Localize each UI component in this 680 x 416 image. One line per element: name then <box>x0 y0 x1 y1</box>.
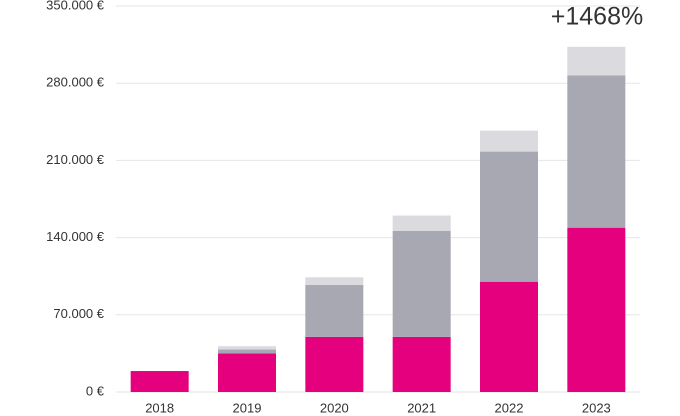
bar-segment <box>567 227 626 392</box>
x-tick-label: 2020 <box>320 400 349 415</box>
y-tick-label: 70.000 € <box>53 306 104 321</box>
bar-segment <box>392 336 451 392</box>
x-tick-label: 2019 <box>233 400 262 415</box>
bar-segment <box>218 346 276 350</box>
x-tick-label: 2018 <box>145 400 174 415</box>
x-tick-label: 2021 <box>407 400 436 415</box>
bar-segment <box>305 277 364 286</box>
bar-segment <box>392 215 451 231</box>
bar-segment <box>218 353 276 392</box>
bar-segment <box>567 75 626 228</box>
y-tick-label: 210.000 € <box>46 152 105 167</box>
bar-segment <box>480 151 538 282</box>
bar-segment <box>480 130 538 152</box>
bar-segment <box>305 336 364 392</box>
growth-annotation: +1468% <box>551 3 643 31</box>
x-tick-label: 2023 <box>582 400 611 415</box>
bar-segment <box>567 46 626 76</box>
bar-segment <box>305 285 364 337</box>
y-tick-label: 0 € <box>86 383 105 398</box>
bar-segment <box>480 281 538 392</box>
y-tick-label: 280.000 € <box>46 75 105 90</box>
bar-segment <box>392 230 451 337</box>
y-tick-label: 350.000 € <box>46 0 105 12</box>
y-tick-label: 140.000 € <box>46 229 105 244</box>
bar-segment <box>218 349 276 354</box>
bar-segment <box>130 371 189 392</box>
x-tick-label: 2022 <box>495 400 524 415</box>
